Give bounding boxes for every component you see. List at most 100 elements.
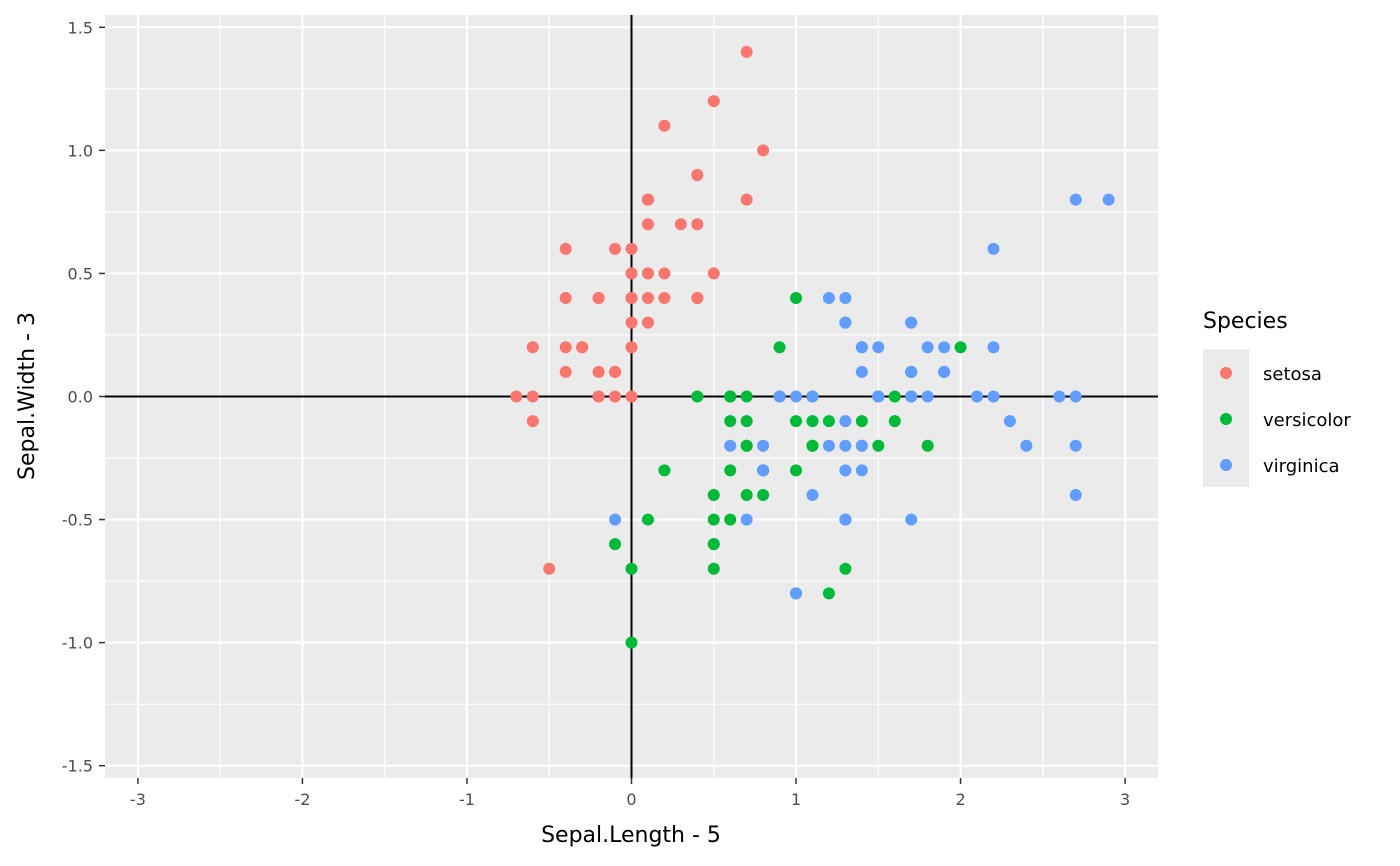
- point-setosa: [658, 267, 671, 280]
- point-setosa: [658, 292, 671, 305]
- point-setosa: [658, 119, 671, 132]
- point-setosa: [691, 292, 704, 305]
- point-versicolor: [806, 439, 819, 452]
- legend-key-setosa: [1220, 367, 1232, 379]
- x-axis-title: Sepal.Length - 5: [541, 823, 721, 848]
- point-virginica: [855, 365, 868, 378]
- point-setosa: [641, 218, 654, 231]
- point-virginica: [971, 390, 984, 403]
- point-versicolor: [888, 415, 901, 428]
- legend-key-virginica: [1220, 459, 1232, 471]
- point-setosa: [526, 415, 539, 428]
- point-versicolor: [724, 390, 737, 403]
- point-versicolor: [773, 341, 786, 354]
- y-tick-label: -1.0: [62, 634, 93, 653]
- point-versicolor: [707, 488, 720, 501]
- point-setosa: [609, 390, 622, 403]
- point-versicolor: [724, 415, 737, 428]
- point-setosa: [543, 562, 556, 575]
- point-versicolor: [625, 562, 638, 575]
- point-virginica: [822, 439, 835, 452]
- point-versicolor: [724, 513, 737, 526]
- point-virginica: [740, 513, 753, 526]
- point-virginica: [1020, 439, 1033, 452]
- point-virginica: [872, 390, 885, 403]
- x-axis: -3 -2 -1 0 1 2 3: [130, 778, 1130, 809]
- point-virginica: [757, 464, 770, 477]
- point-setosa: [674, 218, 687, 231]
- point-virginica: [1053, 390, 1066, 403]
- point-setosa: [609, 242, 622, 255]
- legend-title: Species: [1203, 309, 1288, 334]
- point-setosa: [707, 267, 720, 280]
- legend-label-versicolor: versicolor: [1263, 410, 1351, 431]
- point-versicolor: [839, 562, 852, 575]
- point-versicolor: [724, 464, 737, 477]
- point-versicolor: [806, 415, 819, 428]
- point-setosa: [559, 292, 572, 305]
- x-tick-label: -3: [130, 790, 146, 809]
- point-setosa: [625, 267, 638, 280]
- y-tick-label: 0.0: [68, 388, 93, 407]
- point-versicolor: [790, 464, 803, 477]
- point-virginica: [921, 390, 934, 403]
- point-versicolor: [609, 538, 622, 551]
- point-virginica: [806, 488, 819, 501]
- y-axis-title: Sepal.Width - 3: [15, 312, 40, 480]
- x-tick-label: 0: [626, 790, 636, 809]
- point-virginica: [822, 292, 835, 305]
- point-virginica: [905, 513, 918, 526]
- point-virginica: [1069, 439, 1082, 452]
- legend-label-setosa: setosa: [1263, 364, 1322, 385]
- point-virginica: [1003, 415, 1016, 428]
- point-virginica: [839, 464, 852, 477]
- series-setosa: [510, 45, 770, 575]
- point-setosa: [559, 341, 572, 354]
- x-tick-label: 2: [955, 790, 965, 809]
- point-virginica: [855, 439, 868, 452]
- point-virginica: [987, 341, 1000, 354]
- point-virginica: [987, 390, 1000, 403]
- point-versicolor: [740, 415, 753, 428]
- point-setosa: [625, 341, 638, 354]
- point-setosa: [592, 292, 605, 305]
- point-setosa: [526, 341, 539, 354]
- point-setosa: [625, 242, 638, 255]
- y-tick-label: -1.5: [62, 757, 93, 776]
- point-setosa: [592, 390, 605, 403]
- point-versicolor: [790, 292, 803, 305]
- point-setosa: [625, 292, 638, 305]
- legend-label-virginica: virginica: [1263, 456, 1340, 477]
- point-setosa: [609, 365, 622, 378]
- point-setosa: [641, 316, 654, 329]
- data-points: [510, 45, 1115, 649]
- point-virginica: [872, 341, 885, 354]
- point-virginica: [1069, 193, 1082, 206]
- point-virginica: [938, 365, 951, 378]
- point-setosa: [559, 242, 572, 255]
- point-versicolor: [822, 415, 835, 428]
- point-virginica: [839, 415, 852, 428]
- point-virginica: [855, 341, 868, 354]
- point-setosa: [757, 144, 770, 157]
- point-versicolor: [954, 341, 967, 354]
- point-setosa: [559, 365, 572, 378]
- point-versicolor: [641, 513, 654, 526]
- point-virginica: [773, 390, 786, 403]
- point-setosa: [740, 193, 753, 206]
- point-versicolor: [625, 636, 638, 649]
- point-virginica: [905, 365, 918, 378]
- point-virginica: [806, 390, 819, 403]
- point-virginica: [757, 439, 770, 452]
- point-versicolor: [855, 415, 868, 428]
- point-virginica: [839, 316, 852, 329]
- point-setosa: [625, 390, 638, 403]
- point-versicolor: [888, 390, 901, 403]
- point-setosa: [740, 45, 753, 58]
- point-virginica: [905, 390, 918, 403]
- point-versicolor: [872, 439, 885, 452]
- point-virginica: [1102, 193, 1115, 206]
- point-setosa: [691, 218, 704, 231]
- point-versicolor: [740, 439, 753, 452]
- point-setosa: [592, 365, 605, 378]
